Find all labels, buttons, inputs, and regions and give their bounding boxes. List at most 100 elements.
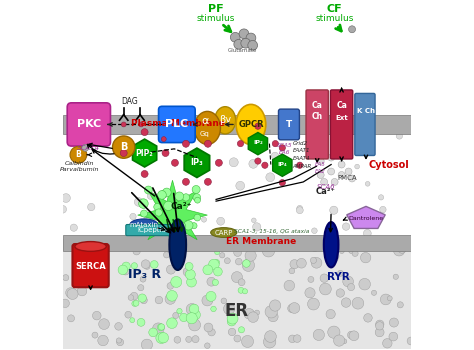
Circle shape <box>249 159 258 168</box>
Circle shape <box>191 310 201 320</box>
Circle shape <box>237 140 244 147</box>
Circle shape <box>192 336 199 343</box>
Circle shape <box>116 338 121 343</box>
Ellipse shape <box>210 228 237 237</box>
Circle shape <box>378 195 383 200</box>
Text: Ca: Ca <box>336 101 347 110</box>
Text: IP₃: IP₃ <box>191 158 203 167</box>
Text: EA6: EA6 <box>279 150 291 155</box>
Circle shape <box>310 243 319 251</box>
Text: SCA6: SCA6 <box>317 184 335 190</box>
Circle shape <box>297 205 302 211</box>
Circle shape <box>130 292 138 300</box>
Circle shape <box>317 158 324 164</box>
Circle shape <box>347 331 355 339</box>
Circle shape <box>248 312 258 322</box>
Circle shape <box>128 295 134 300</box>
Circle shape <box>289 268 295 274</box>
Circle shape <box>144 215 153 223</box>
Circle shape <box>352 298 364 309</box>
FancyBboxPatch shape <box>126 224 182 236</box>
Circle shape <box>172 251 182 261</box>
Circle shape <box>245 250 256 261</box>
Circle shape <box>204 323 213 332</box>
Circle shape <box>215 250 219 255</box>
Circle shape <box>308 276 314 282</box>
Circle shape <box>338 161 345 168</box>
Circle shape <box>290 260 299 269</box>
Circle shape <box>166 265 175 274</box>
Circle shape <box>407 337 415 345</box>
Circle shape <box>238 327 245 333</box>
Circle shape <box>145 186 152 194</box>
Text: SCA14: SCA14 <box>77 145 100 151</box>
Circle shape <box>234 335 241 342</box>
Circle shape <box>211 306 216 312</box>
Text: IP₃ R: IP₃ R <box>128 268 161 281</box>
Circle shape <box>70 146 87 163</box>
Circle shape <box>224 258 230 264</box>
Circle shape <box>213 267 222 276</box>
Circle shape <box>360 252 371 263</box>
Circle shape <box>138 285 144 291</box>
Circle shape <box>155 296 163 304</box>
Circle shape <box>289 302 300 313</box>
Circle shape <box>203 265 213 275</box>
Circle shape <box>167 282 173 289</box>
Polygon shape <box>184 148 210 177</box>
Circle shape <box>82 144 89 151</box>
Circle shape <box>242 335 254 348</box>
Circle shape <box>141 129 148 135</box>
Circle shape <box>288 304 296 313</box>
FancyBboxPatch shape <box>159 106 195 142</box>
Circle shape <box>328 168 335 175</box>
Circle shape <box>265 306 277 318</box>
Circle shape <box>161 136 166 141</box>
Circle shape <box>141 170 148 177</box>
Circle shape <box>185 262 193 270</box>
Circle shape <box>59 205 66 213</box>
Circle shape <box>141 260 150 268</box>
Text: IP₂: IP₂ <box>253 140 263 145</box>
Text: PLC: PLC <box>165 119 189 129</box>
Circle shape <box>77 286 87 296</box>
Circle shape <box>337 270 344 276</box>
Circle shape <box>164 252 170 258</box>
Circle shape <box>352 250 358 257</box>
Circle shape <box>348 175 356 182</box>
Circle shape <box>179 134 184 139</box>
Circle shape <box>238 279 245 286</box>
Circle shape <box>333 257 338 262</box>
Circle shape <box>78 265 90 277</box>
Circle shape <box>202 295 213 306</box>
Circle shape <box>140 297 147 304</box>
Circle shape <box>208 329 215 336</box>
Circle shape <box>398 245 406 253</box>
Circle shape <box>271 152 279 160</box>
FancyBboxPatch shape <box>306 90 328 159</box>
Circle shape <box>209 259 219 270</box>
Text: T: T <box>286 120 292 128</box>
Circle shape <box>163 188 171 197</box>
Text: βγ: βγ <box>219 115 231 125</box>
Circle shape <box>98 335 108 346</box>
Ellipse shape <box>130 219 158 230</box>
Circle shape <box>380 294 391 305</box>
Circle shape <box>311 258 322 268</box>
Circle shape <box>217 217 225 225</box>
Circle shape <box>180 313 188 322</box>
FancyBboxPatch shape <box>279 109 300 140</box>
Circle shape <box>244 308 255 319</box>
Circle shape <box>348 26 356 33</box>
Circle shape <box>117 339 124 346</box>
Circle shape <box>194 214 201 221</box>
Circle shape <box>158 332 169 343</box>
Circle shape <box>334 335 345 346</box>
Text: SCA5: SCA5 <box>277 143 292 148</box>
Circle shape <box>67 288 78 300</box>
Circle shape <box>308 298 319 310</box>
Circle shape <box>364 230 371 237</box>
Polygon shape <box>273 154 292 176</box>
Circle shape <box>389 318 399 327</box>
Circle shape <box>311 228 317 233</box>
